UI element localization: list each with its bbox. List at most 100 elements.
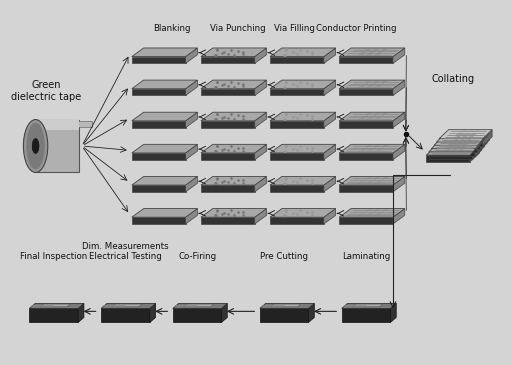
Polygon shape bbox=[436, 133, 489, 142]
Polygon shape bbox=[132, 217, 185, 224]
Polygon shape bbox=[185, 48, 198, 64]
Polygon shape bbox=[185, 80, 198, 96]
Polygon shape bbox=[393, 144, 405, 160]
Polygon shape bbox=[78, 303, 84, 323]
Polygon shape bbox=[173, 308, 221, 323]
Polygon shape bbox=[270, 144, 336, 153]
Polygon shape bbox=[339, 153, 393, 160]
Polygon shape bbox=[36, 120, 79, 130]
Polygon shape bbox=[436, 142, 480, 149]
Text: Via Filling: Via Filling bbox=[274, 24, 315, 33]
Polygon shape bbox=[434, 136, 487, 145]
Polygon shape bbox=[324, 48, 336, 64]
Polygon shape bbox=[260, 303, 314, 308]
Polygon shape bbox=[324, 208, 336, 224]
Polygon shape bbox=[132, 57, 185, 64]
Polygon shape bbox=[201, 144, 267, 153]
Polygon shape bbox=[132, 48, 198, 57]
Polygon shape bbox=[339, 89, 393, 96]
Polygon shape bbox=[339, 217, 393, 224]
Polygon shape bbox=[185, 144, 198, 160]
Polygon shape bbox=[339, 57, 393, 64]
Polygon shape bbox=[221, 303, 227, 323]
Polygon shape bbox=[201, 176, 267, 185]
Polygon shape bbox=[270, 185, 324, 192]
Text: Collating: Collating bbox=[432, 74, 475, 84]
Polygon shape bbox=[201, 185, 255, 192]
Polygon shape bbox=[270, 153, 324, 160]
Polygon shape bbox=[324, 80, 336, 96]
Polygon shape bbox=[185, 208, 198, 224]
Polygon shape bbox=[270, 121, 324, 128]
Text: Conductor Printing: Conductor Printing bbox=[315, 24, 396, 33]
Polygon shape bbox=[429, 152, 472, 159]
Polygon shape bbox=[439, 130, 492, 139]
Polygon shape bbox=[29, 303, 84, 308]
Polygon shape bbox=[132, 80, 198, 89]
Polygon shape bbox=[201, 208, 267, 217]
Polygon shape bbox=[339, 121, 393, 128]
Polygon shape bbox=[201, 48, 267, 57]
Polygon shape bbox=[201, 80, 267, 89]
Polygon shape bbox=[57, 120, 92, 127]
Polygon shape bbox=[339, 112, 405, 121]
Polygon shape bbox=[270, 217, 324, 224]
Text: Pre Cutting: Pre Cutting bbox=[260, 252, 308, 261]
Text: Laminating: Laminating bbox=[342, 252, 390, 261]
Polygon shape bbox=[132, 208, 198, 217]
Polygon shape bbox=[132, 144, 198, 153]
Polygon shape bbox=[472, 143, 482, 159]
Polygon shape bbox=[132, 89, 185, 96]
Ellipse shape bbox=[24, 120, 48, 173]
Polygon shape bbox=[201, 153, 255, 160]
Polygon shape bbox=[270, 176, 336, 185]
Polygon shape bbox=[40, 304, 70, 307]
Polygon shape bbox=[482, 130, 492, 146]
Polygon shape bbox=[339, 48, 405, 57]
Polygon shape bbox=[270, 208, 336, 217]
Polygon shape bbox=[184, 304, 214, 307]
Polygon shape bbox=[339, 185, 393, 192]
Polygon shape bbox=[271, 304, 301, 307]
Polygon shape bbox=[342, 303, 396, 308]
Polygon shape bbox=[339, 80, 405, 89]
Polygon shape bbox=[150, 303, 156, 323]
Polygon shape bbox=[36, 120, 79, 173]
Polygon shape bbox=[393, 48, 405, 64]
Polygon shape bbox=[255, 80, 267, 96]
Polygon shape bbox=[390, 303, 396, 323]
Text: Blanking: Blanking bbox=[153, 24, 190, 33]
Polygon shape bbox=[132, 153, 185, 160]
Polygon shape bbox=[429, 143, 482, 152]
Polygon shape bbox=[324, 112, 336, 128]
Polygon shape bbox=[431, 149, 475, 155]
Text: Co-Firing: Co-Firing bbox=[178, 252, 216, 261]
Polygon shape bbox=[470, 146, 479, 162]
Polygon shape bbox=[201, 217, 255, 224]
Polygon shape bbox=[434, 145, 477, 153]
Polygon shape bbox=[324, 176, 336, 192]
Polygon shape bbox=[101, 308, 150, 323]
Polygon shape bbox=[270, 57, 324, 64]
Text: Dim. Measurements
Electrical Testing: Dim. Measurements Electrical Testing bbox=[82, 242, 169, 261]
Polygon shape bbox=[29, 308, 78, 323]
Polygon shape bbox=[270, 89, 324, 96]
Polygon shape bbox=[342, 308, 390, 323]
Polygon shape bbox=[339, 144, 405, 153]
Polygon shape bbox=[426, 146, 479, 155]
Polygon shape bbox=[185, 176, 198, 192]
Polygon shape bbox=[308, 303, 314, 323]
Polygon shape bbox=[185, 112, 198, 128]
Ellipse shape bbox=[32, 139, 39, 153]
Polygon shape bbox=[201, 121, 255, 128]
Polygon shape bbox=[270, 112, 336, 121]
Text: Via Punching: Via Punching bbox=[210, 24, 266, 33]
Polygon shape bbox=[201, 89, 255, 96]
Polygon shape bbox=[477, 136, 487, 153]
Polygon shape bbox=[393, 208, 405, 224]
Polygon shape bbox=[255, 176, 267, 192]
Text: Final Inspection: Final Inspection bbox=[20, 252, 88, 261]
Polygon shape bbox=[324, 144, 336, 160]
Polygon shape bbox=[339, 176, 405, 185]
Polygon shape bbox=[132, 185, 185, 192]
